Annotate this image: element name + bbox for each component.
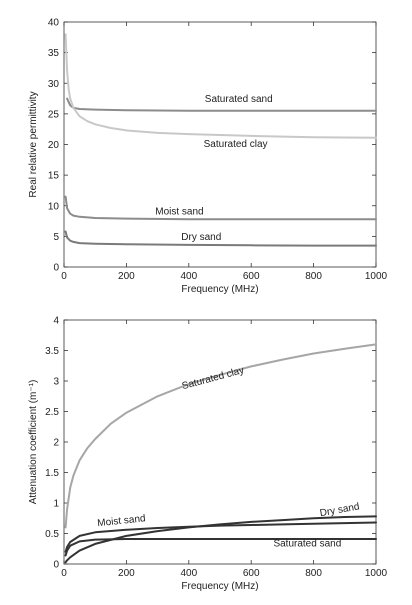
x-tick-label: 800: [305, 568, 322, 579]
x-tick-label: 600: [243, 271, 260, 282]
y-tick-label: 15: [48, 171, 60, 182]
y-tick-label: 20: [48, 140, 60, 151]
x-tick-label: 800: [305, 271, 322, 282]
y-tick-label: 35: [48, 48, 60, 59]
series-line-saturated-clay: [64, 33, 377, 139]
y-tick-label: 1: [53, 499, 59, 510]
curve-label: Saturated clay: [204, 139, 268, 150]
x-tick-label: 1000: [365, 568, 388, 579]
x-tick-label: 400: [180, 568, 197, 579]
series-line-dry-sand: [64, 515, 377, 564]
y-tick-label: 4: [53, 316, 59, 327]
x-tick-label: 200: [118, 568, 135, 579]
curve-label: Moist sand: [97, 513, 146, 529]
y-tick-label: 25: [48, 109, 60, 120]
y-tick-label: 3: [53, 377, 59, 388]
y-tick-label: 3.5: [45, 346, 59, 357]
y-tick-label: 0: [53, 560, 59, 571]
curve-label: Saturated sand: [205, 94, 273, 105]
chart-1: 0 200 400 600 800 1000 0 5 10 15 20 25 30 35 40 Frequen…: [28, 18, 388, 296]
series-line-saturated-sand: [64, 538, 377, 557]
y-tick-label: 2: [53, 438, 59, 449]
x-tick-label: 600: [243, 568, 260, 579]
y-tick-label: 0: [53, 263, 59, 274]
y-tick-label: 0.5: [45, 529, 59, 540]
x-tick-label: 0: [61, 271, 67, 282]
series-line-moist-sand: [64, 521, 377, 553]
x-tick-label: 400: [180, 271, 197, 282]
series-line-moist-sand: [64, 195, 377, 221]
x-tick-label: 0: [61, 568, 67, 579]
curve-label: Moist sand: [155, 206, 203, 217]
y-axis-label: Attenuation coefficient (m⁻¹): [28, 380, 39, 505]
curve-label: Saturated clay: [181, 365, 246, 392]
y-tick-label: 40: [48, 18, 60, 29]
series-line-saturated-sand: [66, 97, 377, 112]
x-tick-label: 1000: [365, 271, 388, 282]
y-tick-label: 10: [48, 201, 60, 212]
y-tick-label: 5: [53, 232, 59, 243]
y-tick-label: 30: [48, 79, 60, 90]
series-line-dry-sand: [64, 230, 377, 247]
curve-label: Dry sand: [181, 232, 221, 243]
series-line-saturated-clay: [64, 343, 377, 529]
y-axis-label: Real relative permittivity: [28, 91, 39, 197]
chart-2: 0 200 400 600 800 1000 0 0.5 1 1.5 2 2.5 3 3.5 4 Freque…: [28, 316, 388, 593]
x-axis-label: Frequency (MHz): [181, 581, 258, 592]
x-tick-label: 200: [118, 271, 135, 282]
curve-label: Saturated sand: [273, 538, 341, 549]
x-axis-label: Frequency (MHz): [181, 284, 258, 295]
y-tick-label: 2.5: [45, 407, 59, 418]
y-tick-label: 1.5: [45, 468, 59, 479]
